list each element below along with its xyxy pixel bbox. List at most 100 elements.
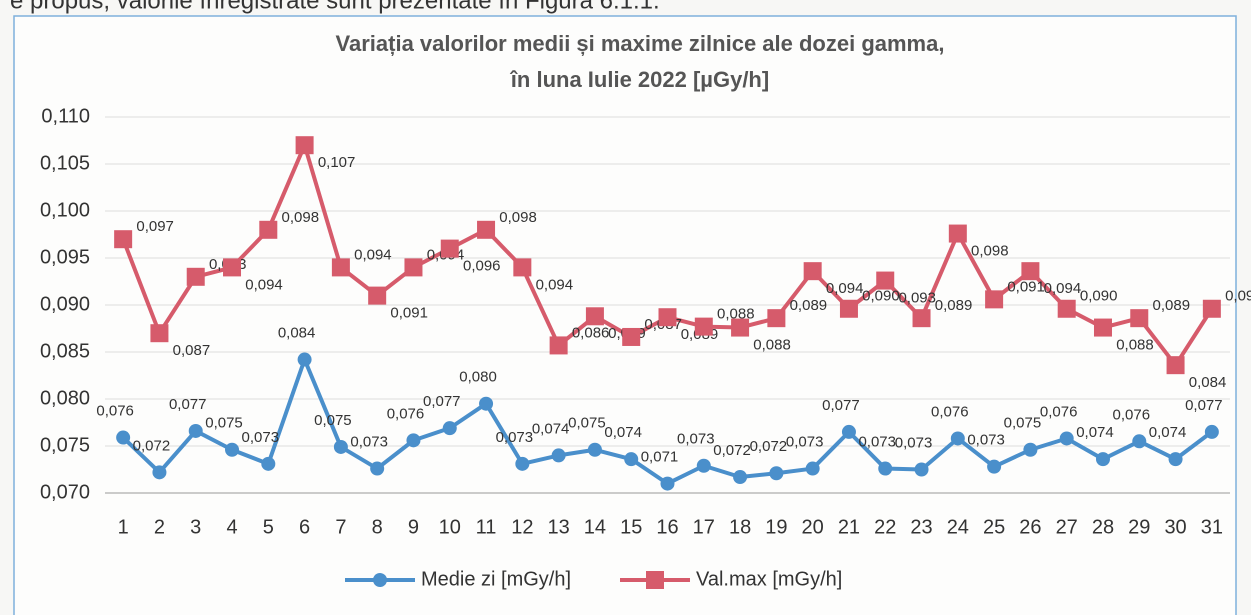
data-label: 0,073 [967, 432, 1005, 449]
marker [950, 431, 965, 446]
data-label: 0,076 [1113, 406, 1151, 423]
x-tick-label: 14 [584, 516, 606, 538]
x-tick-label: 21 [838, 516, 860, 538]
y-tick-label: 0,075 [40, 434, 90, 456]
x-tick-label: 10 [439, 516, 461, 538]
marker [188, 423, 203, 438]
marker [733, 470, 748, 485]
chart-frame [13, 15, 1237, 615]
marker [404, 258, 423, 277]
legend-label: Medie zi [mGy/h] [421, 568, 571, 590]
marker [660, 476, 675, 491]
data-label: 0,084 [278, 324, 316, 341]
marker [587, 442, 602, 457]
data-label: 0,073 [350, 434, 388, 451]
data-label: 0,089 [935, 297, 973, 314]
data-label: 0,094 [245, 276, 283, 293]
page-text: e propus, valorile înregistrate sunt pre… [10, 0, 660, 14]
data-label: 0,094 [1044, 280, 1082, 297]
x-tick-label: 19 [765, 516, 787, 538]
y-tick-label: 0,085 [40, 340, 90, 362]
marker [150, 324, 169, 343]
marker [767, 309, 786, 328]
x-tick-label: 25 [983, 516, 1005, 538]
data-label: 0,075 [205, 415, 243, 432]
marker [622, 327, 641, 346]
data-label: 0,077 [423, 393, 461, 410]
marker [1059, 431, 1074, 446]
marker [878, 461, 893, 476]
data-label: 0,094 [536, 276, 574, 293]
marker [333, 439, 348, 454]
data-label: 0,076 [1040, 403, 1078, 420]
marker [1023, 442, 1038, 457]
data-label: 0,091 [390, 305, 428, 322]
marker [731, 318, 750, 337]
legend-marker [373, 573, 387, 587]
data-label: 0,098 [971, 243, 1009, 260]
x-tick-label: 11 [476, 516, 497, 538]
marker [259, 220, 278, 239]
data-label: 0,090 [1225, 288, 1251, 305]
marker [551, 448, 566, 463]
marker [769, 466, 784, 481]
data-label: 0,076 [96, 403, 134, 420]
x-tick-label: 30 [1164, 516, 1186, 538]
marker [658, 308, 677, 327]
data-label: 0,076 [387, 405, 425, 422]
data-label: 0,073 [496, 429, 534, 446]
data-label: 0,076 [931, 403, 969, 420]
marker [841, 424, 856, 439]
data-label: 0,074 [532, 420, 570, 437]
data-label: 0,091 [1007, 278, 1045, 295]
x-tick-label: 6 [299, 516, 310, 538]
marker [1057, 299, 1076, 318]
marker [370, 461, 385, 476]
data-label: 0,088 [1116, 337, 1154, 354]
marker [696, 458, 711, 473]
data-label: 0,071 [641, 449, 679, 466]
marker [585, 307, 604, 326]
data-label: 0,089 [1153, 297, 1191, 314]
data-label: 0,086 [572, 324, 610, 341]
data-label: 0,075 [314, 412, 352, 429]
marker [1204, 424, 1219, 439]
x-tick-label: 3 [190, 516, 201, 538]
x-tick-label: 31 [1201, 516, 1223, 538]
legend-marker [646, 571, 664, 589]
x-tick-label: 1 [118, 516, 129, 538]
marker [477, 220, 496, 239]
data-label: 0,096 [463, 258, 501, 275]
marker [839, 299, 858, 318]
data-label: 0,094 [354, 246, 392, 263]
marker [331, 258, 350, 277]
data-label: 0,073 [242, 429, 280, 446]
marker [987, 459, 1002, 474]
data-label: 0,107 [318, 154, 356, 171]
x-tick-label: 28 [1092, 516, 1114, 538]
data-label: 0,080 [459, 369, 497, 386]
data-label: 0,074 [604, 424, 642, 441]
data-label: 0,093 [898, 290, 936, 307]
data-label: 0,098 [282, 209, 320, 226]
marker [1021, 262, 1040, 281]
x-tick-label: 15 [620, 516, 642, 538]
x-tick-label: 7 [335, 516, 346, 538]
x-tick-label: 4 [226, 516, 237, 538]
data-label: 0,073 [858, 434, 896, 451]
data-label: 0,077 [822, 397, 860, 414]
marker [479, 396, 494, 411]
marker [1166, 356, 1185, 375]
marker [1130, 309, 1149, 328]
data-label: 0,077 [1185, 397, 1223, 414]
marker [406, 433, 421, 448]
marker [297, 352, 312, 367]
y-tick-label: 0,090 [40, 293, 90, 315]
marker [1132, 434, 1147, 449]
x-tick-label: 9 [408, 516, 419, 538]
x-tick-label: 5 [263, 516, 274, 538]
chart-title: în luna Iulie 2022 [µGy/h] [510, 67, 769, 92]
data-label: 0,090 [1080, 288, 1118, 305]
